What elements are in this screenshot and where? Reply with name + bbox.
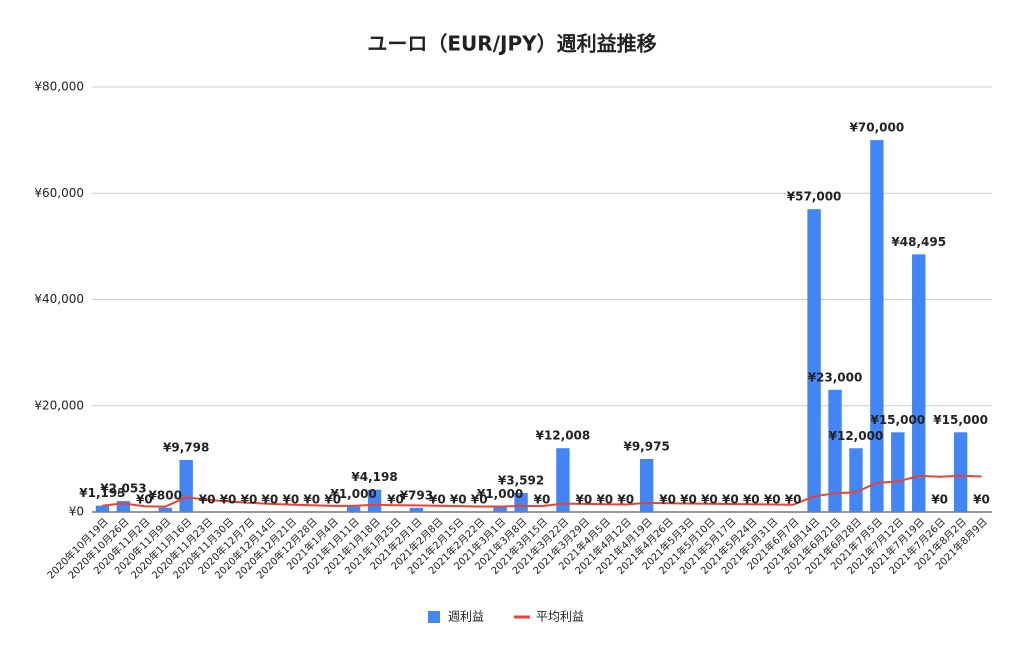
- value-label: ¥0: [617, 493, 634, 507]
- chart-title: ユーロ（EUR/JPY）週利益推移: [367, 32, 656, 56]
- value-label: ¥1,193: [79, 486, 125, 500]
- value-label: ¥2,053: [100, 482, 146, 496]
- value-label: ¥57,000: [787, 190, 842, 204]
- legend-swatch: [428, 611, 440, 623]
- value-label: ¥0: [973, 493, 990, 507]
- average-line: [102, 474, 982, 508]
- bar: [639, 459, 654, 512]
- value-label: ¥1,000: [330, 487, 376, 501]
- value-label: ¥0: [680, 493, 697, 507]
- value-label: ¥0: [596, 493, 613, 507]
- value-label: ¥0: [534, 493, 551, 507]
- value-label: ¥0: [303, 493, 320, 507]
- value-label: ¥15,000: [870, 413, 925, 427]
- value-label: ¥3,592: [498, 473, 544, 487]
- bar: [556, 448, 570, 512]
- bar: [493, 506, 507, 512]
- value-label: ¥0: [199, 493, 216, 507]
- value-label: ¥0: [282, 493, 299, 507]
- value-label: ¥9,798: [163, 440, 209, 454]
- bar: [409, 507, 424, 512]
- value-label: ¥70,000: [850, 121, 905, 135]
- y-tick-label: ¥0: [69, 505, 84, 519]
- value-label: ¥0: [701, 493, 718, 507]
- value-label: ¥0: [241, 493, 258, 507]
- value-label: ¥9,975: [623, 440, 669, 454]
- bar: [807, 209, 821, 512]
- value-label: ¥0: [576, 493, 593, 507]
- value-label: ¥1,000: [477, 487, 523, 501]
- value-label: ¥800: [149, 488, 182, 502]
- value-label: ¥0: [722, 493, 739, 507]
- value-label: ¥4,198: [351, 470, 397, 484]
- value-label: ¥793: [400, 488, 433, 502]
- bar: [514, 492, 528, 512]
- bar: [179, 459, 193, 512]
- legend-label: 週利益: [448, 610, 484, 624]
- bar: [828, 389, 842, 512]
- value-label: ¥0: [450, 493, 467, 507]
- y-tick-label: ¥40,000: [34, 292, 84, 306]
- value-label: ¥0: [931, 493, 948, 507]
- value-label: ¥0: [136, 493, 153, 507]
- y-tick-label: ¥60,000: [34, 186, 84, 200]
- value-label: ¥0: [764, 493, 781, 507]
- bar: [953, 432, 968, 512]
- value-label: ¥12,000: [829, 429, 884, 443]
- bar: [116, 501, 131, 512]
- value-label: ¥48,495: [891, 235, 946, 249]
- value-label: ¥23,000: [808, 370, 863, 384]
- value-label: ¥0: [387, 493, 404, 507]
- value-label: ¥0: [471, 493, 488, 507]
- legend-label: 平均利益: [536, 610, 584, 624]
- value-label: ¥12,008: [536, 429, 591, 443]
- bar: [346, 506, 361, 512]
- bar: [870, 140, 884, 512]
- value-label: ¥0: [429, 493, 446, 507]
- value-label: ¥0: [324, 493, 341, 507]
- value-label: ¥0: [262, 493, 279, 507]
- bar: [367, 489, 382, 512]
- y-tick-label: ¥20,000: [34, 398, 84, 412]
- value-label: ¥0: [659, 493, 676, 507]
- value-label: ¥0: [220, 493, 237, 507]
- value-label: ¥0: [743, 493, 760, 507]
- bar: [849, 448, 863, 512]
- value-label: ¥0: [785, 493, 802, 507]
- bar: [158, 507, 172, 512]
- bar: [912, 254, 926, 513]
- bar: [891, 432, 905, 512]
- value-label: ¥15,000: [933, 413, 988, 427]
- y-tick-label: ¥80,000: [34, 80, 84, 94]
- bar: [95, 505, 110, 512]
